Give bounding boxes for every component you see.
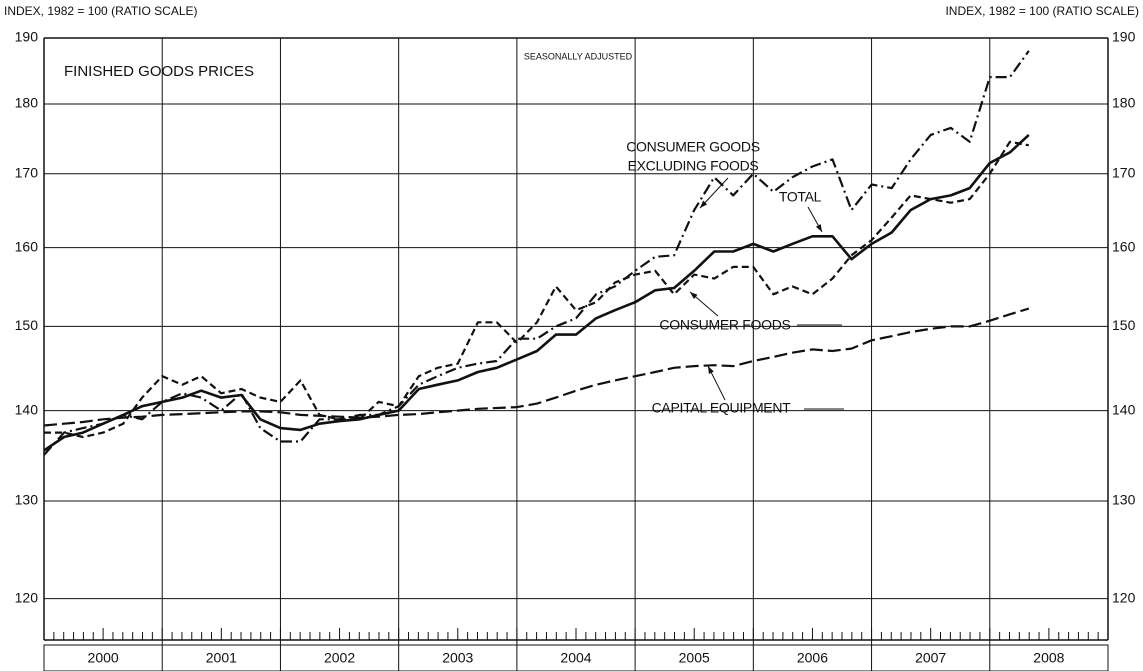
arrow-head bbox=[690, 292, 698, 299]
y-tick-label: 160 bbox=[15, 238, 39, 254]
y-tick-label: 150 bbox=[15, 317, 39, 333]
y-axis-label: INDEX, 1982 = 100 (RATIO SCALE) bbox=[4, 4, 198, 18]
chart-title: FINISHED GOODS PRICES bbox=[64, 63, 254, 80]
x-tick-label: 2008 bbox=[1033, 650, 1064, 666]
arrow-head bbox=[708, 366, 714, 374]
y2-tick-label: 130 bbox=[1112, 492, 1136, 508]
y2-tick-label: 140 bbox=[1112, 401, 1136, 417]
y2-tick-label: 170 bbox=[1112, 164, 1136, 180]
series-label: EXCLUDING FOODS bbox=[628, 158, 759, 174]
y2-tick-label: 190 bbox=[1112, 29, 1136, 45]
y-tick-label: 190 bbox=[15, 29, 39, 45]
series-line bbox=[44, 140, 1030, 439]
y-tick-label: 120 bbox=[15, 589, 39, 605]
y2-axis-label: INDEX, 1982 = 100 (RATIO SCALE) bbox=[945, 4, 1139, 18]
x-tick-label: 2002 bbox=[324, 650, 355, 666]
y-tick-label: 170 bbox=[15, 164, 39, 180]
chart-subtitle: SEASONALLY ADJUSTED bbox=[524, 51, 633, 61]
x-tick-label: 2001 bbox=[206, 650, 237, 666]
y2-tick-label: 160 bbox=[1112, 238, 1136, 254]
arrow-head bbox=[700, 200, 708, 208]
year-strip bbox=[43, 644, 1109, 671]
x-tick-label: 2005 bbox=[679, 650, 710, 666]
series-line bbox=[43, 133, 1030, 452]
arrow-head bbox=[815, 224, 822, 232]
x-tick-label: 2006 bbox=[797, 650, 828, 666]
series-line bbox=[43, 50, 1030, 456]
y2-tick-label: 120 bbox=[1112, 589, 1136, 605]
x-tick-label: 2000 bbox=[88, 650, 119, 666]
series-label: TOTAL bbox=[779, 189, 822, 205]
y-tick-label: 130 bbox=[15, 492, 39, 508]
x-tick-label: 2003 bbox=[442, 650, 473, 666]
series-line bbox=[43, 307, 1030, 427]
y-tick-label: 180 bbox=[15, 95, 39, 111]
y2-tick-label: 150 bbox=[1112, 317, 1136, 333]
y-tick-label: 140 bbox=[15, 401, 39, 417]
series-label: CONSUMER GOODS bbox=[626, 139, 759, 155]
y2-tick-label: 180 bbox=[1112, 95, 1136, 111]
series-label: CONSUMER FOODS bbox=[659, 317, 790, 333]
series-label: CAPITAL EQUIPMENT bbox=[652, 400, 792, 416]
x-tick-label: 2007 bbox=[915, 650, 946, 666]
x-tick-label: 2004 bbox=[560, 650, 591, 666]
